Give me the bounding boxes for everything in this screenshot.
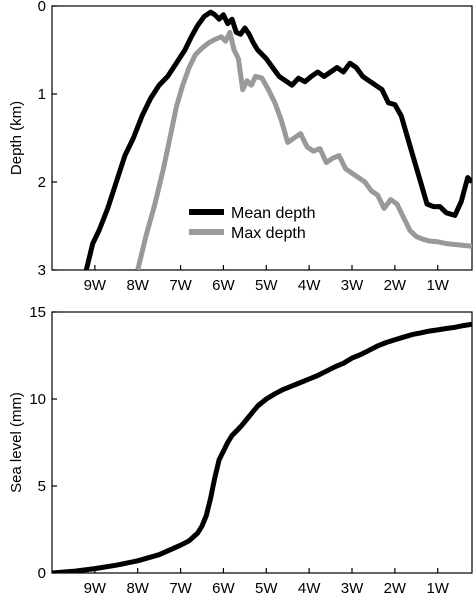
max-depth-legend-label: Max depth xyxy=(231,225,306,242)
sea-level-y-axis: 0 5 10 15 xyxy=(29,304,57,582)
x-tick-label: 1W xyxy=(426,277,449,294)
sea-level-y-axis-label: Sea level (mm) xyxy=(8,392,25,493)
sea-level-x-axis: 9W 8W 7W 6W 5W 4W 3W 2W 1W xyxy=(84,568,450,597)
x-tick-label: 8W xyxy=(126,580,149,597)
x-tick-label: 5W xyxy=(255,277,278,294)
depth-legend: Mean depth Max depth xyxy=(189,205,316,242)
x-tick-label: 6W xyxy=(212,580,235,597)
depth-plot-frame xyxy=(51,5,473,271)
x-tick-label: 2W xyxy=(384,580,407,597)
series-line xyxy=(52,321,472,573)
x-tick-label: 1W xyxy=(426,580,449,597)
x-tick-label: 3W xyxy=(341,277,364,294)
x-tick-label: 8W xyxy=(126,277,149,294)
y-tick-label: 0 xyxy=(38,565,46,582)
x-tick-label: 5W xyxy=(255,580,278,597)
y-tick-label: 0 xyxy=(38,0,46,15)
x-tick-label: 9W xyxy=(84,580,107,597)
y-tick-label: 10 xyxy=(29,391,46,408)
y-tick-label: 3 xyxy=(38,262,46,279)
y-tick-label: 5 xyxy=(38,478,46,495)
x-tick-label: 3W xyxy=(341,580,364,597)
x-tick-label: 4W xyxy=(298,277,321,294)
y-tick-label: 1 xyxy=(38,86,46,103)
x-tick-label: 6W xyxy=(212,277,235,294)
y-tick-label: 2 xyxy=(38,174,46,191)
depth-y-axis: 0 1 2 3 xyxy=(38,0,57,279)
x-tick-label: 2W xyxy=(384,277,407,294)
sea-level-panel: 0 5 10 15 9W 8W 7W 6W 5W 4W 3W 2W 1W Sea level (mm) xyxy=(8,304,473,597)
depth-x-axis: 9W 8W 7W 6W 5W 4W 3W 2W 1W xyxy=(84,265,450,294)
x-tick-label: 7W xyxy=(169,580,192,597)
x-tick-label: 7W xyxy=(169,277,192,294)
x-tick-label: 9W xyxy=(84,277,107,294)
max-depth-line xyxy=(135,29,472,270)
sea-level-series xyxy=(52,321,472,573)
depth-y-axis-label: Depth (km) xyxy=(8,101,25,175)
sea-level-plot-frame xyxy=(51,311,473,574)
mean-depth-legend-label: Mean depth xyxy=(231,205,316,222)
mean-depth-line xyxy=(83,9,472,270)
depth-panel: 0 1 2 3 9W 8W 7W 6W 5W 4W 3W 2W 1W Depth (km) Mean … xyxy=(8,0,473,294)
x-tick-label: 4W xyxy=(298,580,321,597)
depth-series xyxy=(83,9,472,270)
y-tick-label: 15 xyxy=(29,304,46,321)
